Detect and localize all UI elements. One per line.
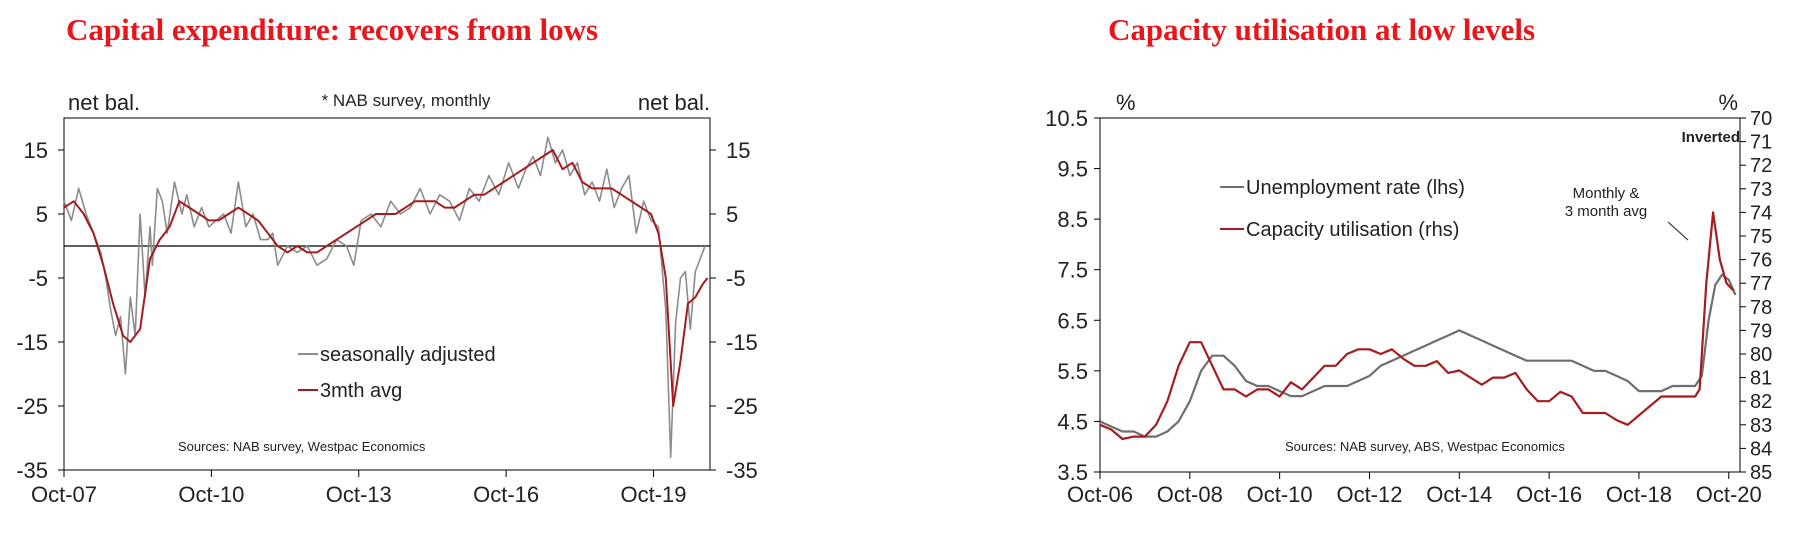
plot-frame xyxy=(63,117,711,471)
y-tick-label-right: -5 xyxy=(726,266,746,291)
y-tick-label-left-2: 3.5 xyxy=(1057,460,1088,485)
y-tick-label-left: -5 xyxy=(28,266,48,291)
y-tick-label-left-2: 4.5 xyxy=(1057,409,1088,434)
x-tick-label-2: Oct-20 xyxy=(1696,482,1762,507)
y-tick-label-right-2: 79 xyxy=(1750,320,1772,342)
x-tick-label-2: Oct-12 xyxy=(1336,482,1402,507)
right-axis-unit-label: net bal. xyxy=(638,90,710,115)
y-tick-label-right-2: 75 xyxy=(1750,226,1772,248)
y-tick-label-left-2: 7.5 xyxy=(1057,258,1088,283)
chart-title-capex: Capital expenditure: recovers from lows xyxy=(66,12,599,47)
x-tick-label: Oct-13 xyxy=(326,482,392,507)
y-tick-label-right-2: 70 xyxy=(1750,108,1772,130)
y-tick-label-right: 15 xyxy=(726,138,750,163)
y-tick-label-left: -35 xyxy=(16,458,48,483)
y-tick-label-right-2: 77 xyxy=(1750,273,1772,295)
y-tick-label-right-2: 78 xyxy=(1750,297,1772,319)
source-note-2: Sources: NAB survey, ABS, Westpac Econom… xyxy=(1285,439,1565,454)
series-line-seasonally-adjusted xyxy=(63,136,706,459)
annotation-line: 3 month avg xyxy=(1565,203,1648,220)
y-tick-label-right-2: 71 xyxy=(1750,132,1772,154)
y-tick-label-right: -15 xyxy=(726,330,758,355)
y-tick-label-left: 5 xyxy=(36,202,48,227)
x-tick-label: Oct-16 xyxy=(473,482,539,507)
legend-label-capacity: Capacity utilisation (rhs) xyxy=(1246,219,1459,241)
inverted-label: Inverted xyxy=(1682,129,1740,146)
y-tick-label-right-2: 74 xyxy=(1750,202,1772,224)
x-tick-label-2: Oct-10 xyxy=(1247,482,1313,507)
y-tick-label-left-2: 10.5 xyxy=(1045,106,1088,131)
x-tick-label-2: Oct-18 xyxy=(1606,482,1672,507)
left-axis-unit-label: net bal. xyxy=(68,90,140,115)
legend-label-avg: 3mth avg xyxy=(320,380,402,402)
x-tick-label: Oct-10 xyxy=(178,482,244,507)
series-line-capacity-utilisation xyxy=(1099,211,1735,441)
annotation-line: Monthly & xyxy=(1573,185,1640,202)
left-axis-unit-label-2: % xyxy=(1116,90,1136,115)
right-axis-unit-label-2: % xyxy=(1718,90,1738,115)
monthly-avg-annotation: Monthly & 3 month avg xyxy=(1565,185,1648,220)
y-tick-label-right-2: 83 xyxy=(1750,415,1772,437)
y-tick-label-left: -25 xyxy=(16,394,48,419)
y-tick-label-left-2: 8.5 xyxy=(1057,207,1088,232)
annotation-pointer xyxy=(1667,221,1689,241)
source-note: Sources: NAB survey, Westpac Economics xyxy=(178,439,426,454)
y-tick-label-left-2: 9.5 xyxy=(1057,157,1088,182)
y-tick-label-right-2: 85 xyxy=(1750,462,1772,484)
x-tick-label: Oct-19 xyxy=(620,482,686,507)
y-tick-label-right: 5 xyxy=(726,202,738,227)
legend-label-sa: seasonally adjusted xyxy=(320,344,496,366)
y-tick-label-left: -15 xyxy=(16,330,48,355)
y-tick-label-right: -25 xyxy=(726,394,758,419)
y-tick-label-right-2: 81 xyxy=(1750,368,1772,390)
y-tick-label-right-2: 76 xyxy=(1750,250,1772,272)
x-tick-label-2: Oct-08 xyxy=(1157,482,1223,507)
y-tick-label-right-2: 80 xyxy=(1750,344,1772,366)
plot-frame-2 xyxy=(1099,117,1741,473)
x-tick-label: Oct-07 xyxy=(31,482,97,507)
series-line-unemployment xyxy=(1099,273,1737,438)
y-tick-label-right-2: 73 xyxy=(1750,179,1772,201)
x-tick-label-2: Oct-14 xyxy=(1426,482,1492,507)
survey-note: * NAB survey, monthly xyxy=(322,91,491,110)
y-tick-label-left-2: 5.5 xyxy=(1057,359,1088,384)
y-tick-label-right-2: 84 xyxy=(1750,438,1772,460)
legend-label-unemployment: Unemployment rate (lhs) xyxy=(1246,177,1465,199)
chart-title-capacity: Capacity utilisation at low levels xyxy=(1108,12,1536,47)
series-line-3mth-avg xyxy=(63,149,709,407)
y-tick-label-right-2: 82 xyxy=(1750,391,1772,413)
y-tick-label-left: 15 xyxy=(24,138,48,163)
y-tick-label-right-2: 72 xyxy=(1750,155,1772,177)
x-tick-label-2: Oct-16 xyxy=(1516,482,1582,507)
y-tick-label-left-2: 6.5 xyxy=(1057,308,1088,333)
x-tick-label-2: Oct-06 xyxy=(1067,482,1133,507)
y-tick-label-right: -35 xyxy=(726,458,758,483)
